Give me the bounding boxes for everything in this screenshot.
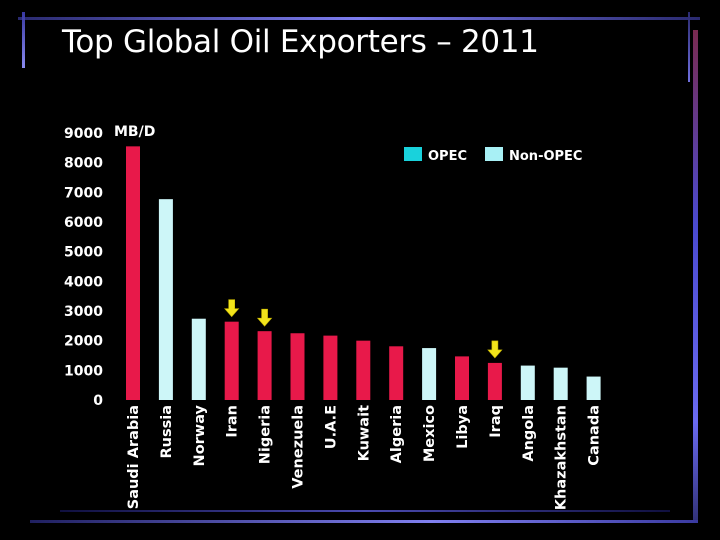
legend-label: Non-OPEC — [509, 149, 582, 164]
x-tick-label: Russia — [159, 405, 175, 459]
bar — [191, 318, 206, 400]
x-tick-label: U.A.E — [323, 405, 339, 449]
y-tick-label: 7000 — [64, 185, 103, 201]
bar — [158, 199, 173, 400]
x-tick-label: Canada — [587, 405, 603, 466]
x-tick-label: Mexico — [422, 405, 438, 462]
legend-swatch — [404, 147, 422, 161]
x-tick-label: Norway — [192, 404, 208, 466]
bar — [455, 356, 469, 400]
bar — [356, 340, 371, 400]
frame-line-right-upper — [688, 12, 690, 82]
legend-swatch — [485, 147, 503, 161]
bar — [520, 365, 535, 400]
x-tick-label: Angola — [521, 405, 537, 462]
x-tick-label: Iraq — [488, 405, 504, 438]
y-axis-label: MB/D — [114, 124, 155, 140]
slide-title: Top Global Oil Exporters – 2011 — [62, 24, 539, 60]
y-tick-label: 9000 — [64, 126, 103, 142]
legend-label: OPEC — [428, 149, 467, 164]
bar — [323, 335, 338, 400]
bar — [553, 367, 568, 400]
bar — [389, 346, 404, 400]
bar — [487, 362, 502, 400]
x-tick-label: Kuwait — [356, 405, 372, 461]
bar — [586, 376, 601, 400]
frame-line-top — [18, 17, 700, 20]
highlight-arrow — [224, 299, 240, 318]
y-tick-label: 2000 — [64, 334, 103, 350]
bar — [224, 321, 239, 400]
x-tick-label: Algeria — [389, 405, 405, 463]
y-tick-label: 1000 — [64, 363, 103, 379]
x-tick-label: Libya — [455, 405, 471, 449]
frame-line-bottom — [30, 520, 698, 523]
highlight-arrow — [487, 340, 503, 359]
y-tick-label: 6000 — [64, 215, 103, 231]
frame-line-right — [693, 30, 698, 520]
x-tick-label: Nigeria — [258, 405, 274, 464]
frame-line-left — [22, 12, 25, 68]
bar — [257, 331, 272, 400]
x-tick-label: Saudi Arabia — [126, 405, 142, 509]
y-tick-label: 4000 — [64, 274, 103, 290]
y-tick-label: 8000 — [64, 156, 103, 172]
bar — [290, 333, 305, 400]
frame-line-bottom-inner — [60, 510, 670, 512]
bar — [126, 146, 140, 400]
x-tick-label: Iran — [225, 405, 241, 438]
highlight-arrow — [256, 308, 273, 327]
x-tick-label: Khazakhstan — [554, 405, 570, 510]
bar — [422, 348, 437, 400]
y-tick-label: 0 — [93, 393, 103, 409]
y-tick-label: 5000 — [64, 245, 103, 261]
x-tick-label: Venezuela — [291, 405, 307, 489]
y-tick-label: 3000 — [64, 304, 103, 320]
